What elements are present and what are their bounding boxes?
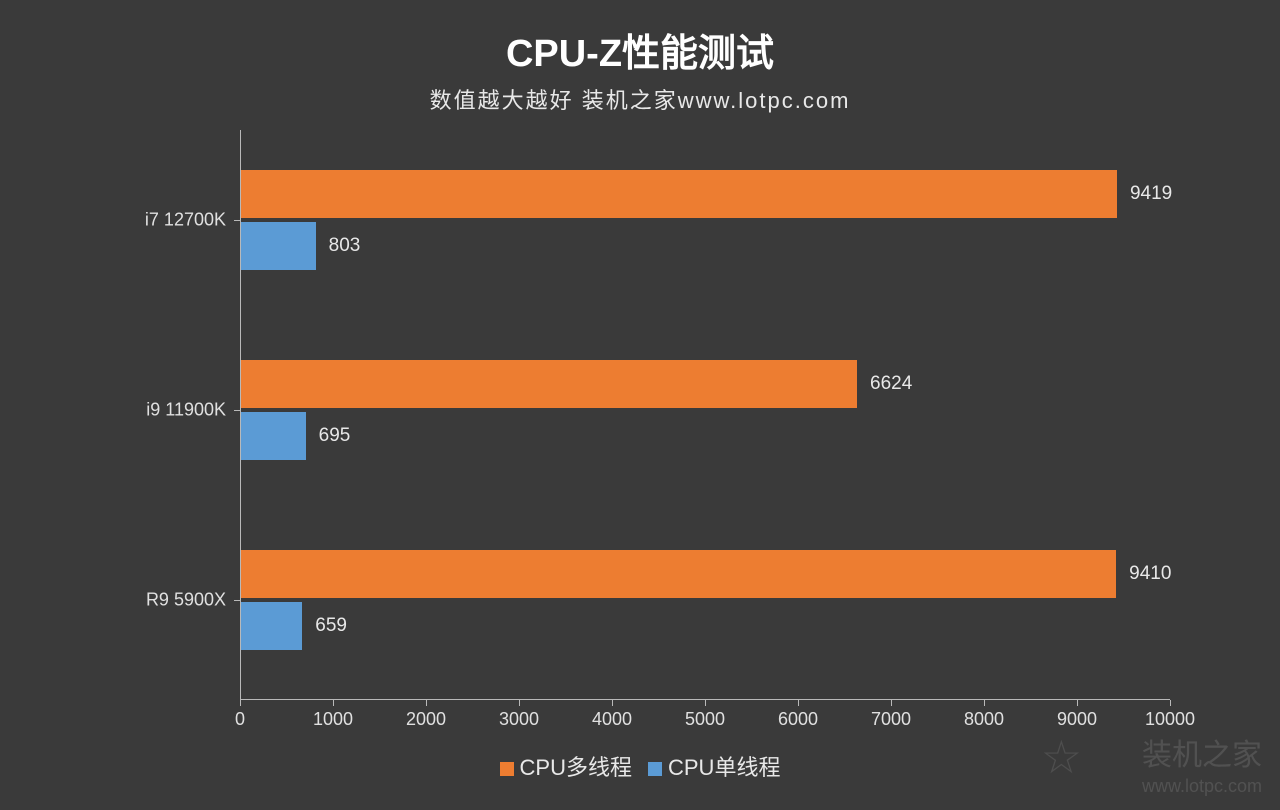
bar-CPU多线程 bbox=[241, 550, 1116, 598]
x-tick bbox=[984, 700, 985, 706]
x-tick-label: 3000 bbox=[499, 709, 539, 730]
legend-item: CPU单线程 bbox=[648, 750, 780, 782]
category-label: i9 11900K bbox=[146, 400, 226, 421]
bar-CPU多线程 bbox=[241, 170, 1117, 218]
legend: CPU多线程 CPU单线程 bbox=[0, 750, 1280, 782]
x-tick bbox=[240, 700, 241, 706]
x-tick-label: 2000 bbox=[406, 709, 446, 730]
legend-swatch bbox=[648, 762, 662, 776]
x-tick-label: 10000 bbox=[1145, 709, 1195, 730]
x-tick bbox=[1077, 700, 1078, 706]
x-tick-label: 9000 bbox=[1057, 709, 1097, 730]
bar-value-label: 695 bbox=[319, 425, 351, 447]
chart-subtitle: 数值越大越好 装机之家www.lotpc.com bbox=[0, 77, 1280, 115]
y-tick bbox=[234, 600, 240, 601]
x-tick-label: 5000 bbox=[685, 709, 725, 730]
plot-area: 0100020003000400050006000700080009000100… bbox=[240, 130, 1170, 700]
x-tick bbox=[612, 700, 613, 706]
bar-value-label: 803 bbox=[329, 235, 361, 257]
category-label: R9 5900X bbox=[146, 590, 226, 611]
x-tick bbox=[705, 700, 706, 706]
x-tick bbox=[1170, 700, 1171, 706]
x-tick bbox=[426, 700, 427, 706]
legend-swatch bbox=[500, 762, 514, 776]
bar-value-label: 9419 bbox=[1130, 183, 1172, 205]
x-tick bbox=[798, 700, 799, 706]
x-tick-label: 6000 bbox=[778, 709, 818, 730]
category-label: i7 12700K bbox=[145, 210, 226, 231]
bar-value-label: 659 bbox=[315, 615, 347, 637]
bar-CPU单线程 bbox=[241, 412, 306, 460]
x-tick-label: 8000 bbox=[964, 709, 1004, 730]
x-tick bbox=[333, 700, 334, 706]
x-tick-label: 0 bbox=[235, 709, 245, 730]
x-tick-label: 1000 bbox=[313, 709, 353, 730]
bar-CPU单线程 bbox=[241, 222, 316, 270]
x-tick-label: 7000 bbox=[871, 709, 911, 730]
chart-title: CPU-Z性能测试 bbox=[0, 0, 1280, 77]
x-tick bbox=[519, 700, 520, 706]
y-tick bbox=[234, 220, 240, 221]
bar-value-label: 6624 bbox=[870, 373, 912, 395]
x-tick bbox=[891, 700, 892, 706]
legend-label: CPU单线程 bbox=[668, 755, 780, 780]
legend-item: CPU多线程 bbox=[500, 750, 632, 782]
legend-label: CPU多线程 bbox=[520, 755, 632, 780]
bar-CPU单线程 bbox=[241, 602, 302, 650]
y-tick bbox=[234, 410, 240, 411]
bar-value-label: 9410 bbox=[1129, 563, 1171, 585]
x-tick-label: 4000 bbox=[592, 709, 632, 730]
bar-CPU多线程 bbox=[241, 360, 857, 408]
